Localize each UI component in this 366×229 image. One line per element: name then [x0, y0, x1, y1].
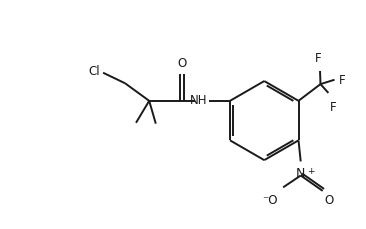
Text: O: O — [324, 193, 334, 206]
Text: N: N — [296, 166, 305, 179]
Text: O: O — [177, 57, 187, 70]
Text: Cl: Cl — [88, 65, 100, 78]
Text: +: + — [307, 166, 314, 175]
Text: NH: NH — [190, 93, 207, 106]
Text: F: F — [339, 74, 346, 87]
Text: F: F — [315, 52, 322, 65]
Text: F: F — [330, 100, 337, 113]
Text: ⁻O: ⁻O — [262, 193, 278, 206]
